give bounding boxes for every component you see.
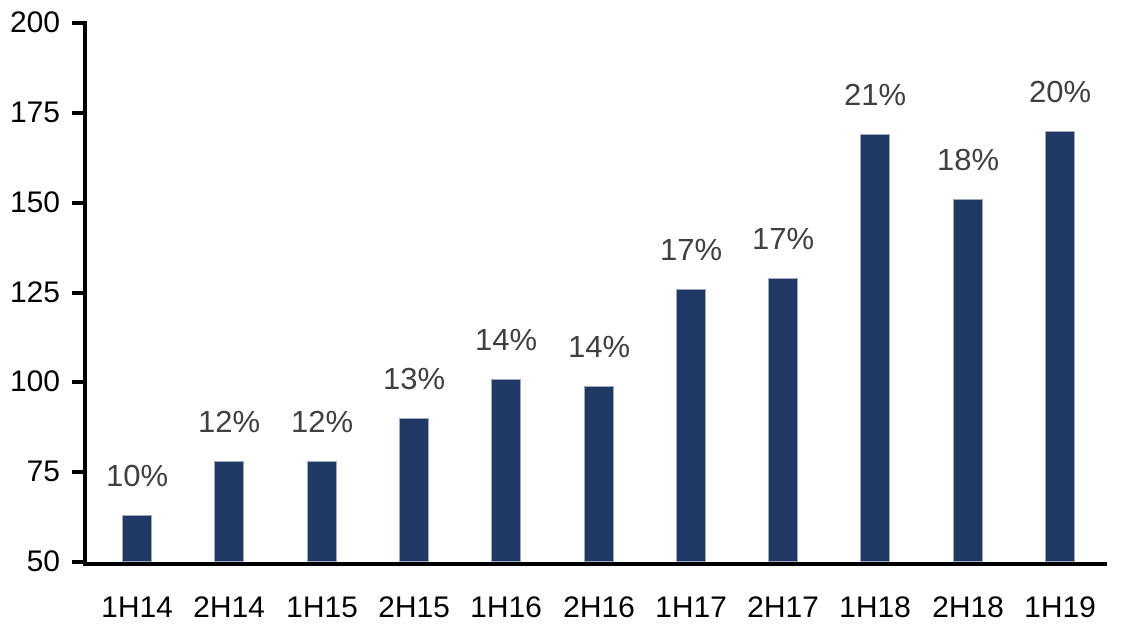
bar-data-label: 14%	[474, 322, 538, 357]
x-tick-label: 2H18	[932, 591, 1004, 624]
x-tick-label: 1H16	[470, 591, 542, 624]
y-tick-label: 200	[9, 6, 60, 39]
x-tick-label: 1H19	[1024, 591, 1096, 624]
bar-data-label: 20%	[1028, 74, 1092, 109]
x-tick-label: 1H18	[839, 591, 911, 624]
y-tick-mark	[72, 110, 83, 115]
bar-data-label: 14%	[567, 329, 631, 364]
y-tick-mark	[72, 200, 83, 205]
bar-1H16	[491, 379, 521, 562]
bar-data-label: 17%	[659, 232, 723, 267]
bar-data-label: 17%	[751, 221, 815, 256]
x-tick-label: 2H17	[747, 591, 819, 624]
y-tick-label: 125	[9, 275, 60, 309]
bar-1H14	[122, 515, 152, 562]
bar-1H15	[307, 461, 337, 562]
bar-2H18	[953, 199, 983, 562]
bar-data-label: 18%	[936, 142, 1000, 177]
x-axis-baseline	[83, 562, 1107, 566]
x-tick-label: 1H14	[101, 591, 173, 624]
y-tick-mark	[72, 21, 83, 25]
y-tick-label: 50	[26, 545, 60, 578]
x-tick-label: 2H14	[193, 591, 265, 624]
bar-2H15	[399, 418, 429, 562]
y-axis-line	[83, 21, 87, 566]
bar-2H17	[768, 278, 798, 562]
x-tick-label: 1H17	[655, 591, 727, 624]
x-tick-label: 1H15	[286, 591, 358, 624]
bar-data-label: 12%	[290, 404, 354, 439]
bar-1H19	[1045, 131, 1075, 562]
bar-data-label: 21%	[843, 77, 907, 112]
y-tick-label: 75	[26, 455, 60, 489]
y-tick-label: 175	[9, 95, 60, 129]
bar-1H18	[860, 134, 890, 562]
y-tick-mark	[72, 290, 83, 295]
y-tick-label: 100	[9, 365, 60, 399]
bar-1H17	[676, 289, 706, 562]
x-tick-label: 2H15	[378, 591, 450, 624]
y-tick-mark	[72, 470, 83, 475]
bar-2H16	[584, 386, 614, 562]
y-tick-mark	[72, 560, 83, 564]
bar-2H14	[214, 461, 244, 562]
bar-data-label: 13%	[382, 361, 446, 396]
bar-data-label: 10%	[105, 458, 169, 493]
y-tick-mark	[72, 380, 83, 385]
bar-data-label: 12%	[197, 404, 261, 439]
y-tick-label: 150	[9, 185, 60, 219]
x-tick-label: 2H16	[563, 591, 635, 624]
